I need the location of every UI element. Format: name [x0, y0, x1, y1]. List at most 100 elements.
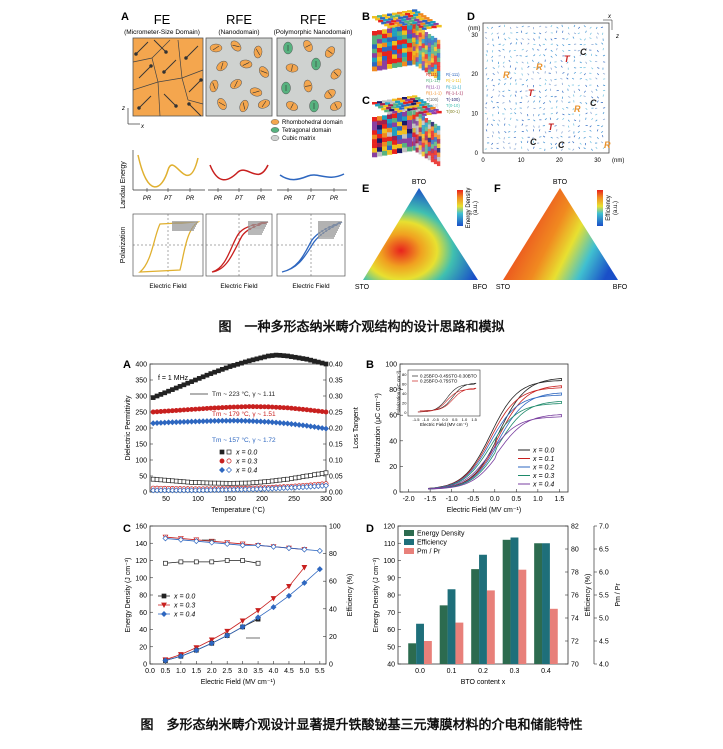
- data-point: [240, 558, 245, 563]
- voxel: [392, 24, 398, 28]
- polarization-vector: [601, 141, 604, 144]
- data-point: [204, 372, 210, 378]
- data-point: [273, 478, 279, 483]
- domain-arrow: [163, 93, 177, 107]
- voxel: [377, 125, 383, 130]
- voxel: [407, 142, 413, 147]
- voxel: [402, 52, 408, 58]
- voxel: [423, 110, 429, 114]
- voxel: [377, 39, 383, 44]
- voxel: [427, 124, 432, 130]
- polarization-vector: [573, 123, 575, 126]
- polarization-vector: [491, 79, 494, 82]
- data-point: [158, 477, 164, 483]
- voxel: [421, 138, 425, 144]
- polarization-vector: [498, 25, 501, 28]
- y-tick-label: 60: [139, 610, 147, 617]
- voxel: [421, 133, 425, 139]
- x-tick-label: 200: [256, 496, 268, 503]
- data-point: [300, 474, 306, 479]
- polarization-vector: [543, 54, 546, 57]
- domain-arrow: [218, 101, 226, 107]
- data-point: [231, 480, 237, 486]
- voxel: [392, 118, 398, 123]
- x-tick-label: -2.0: [403, 496, 415, 503]
- ternary-e-left: STO: [355, 284, 370, 291]
- voxel: [377, 43, 383, 49]
- polarization-vector: [562, 30, 564, 33]
- data-point: [323, 409, 329, 415]
- voxel: [419, 17, 425, 21]
- polarization-vector: [585, 61, 588, 64]
- polarization-vector: [498, 82, 500, 86]
- arrow-head: [149, 64, 153, 68]
- voxel: [413, 14, 419, 17]
- arrow-head: [134, 52, 138, 56]
- polarization-vector: [514, 107, 517, 111]
- voxel: [408, 100, 414, 104]
- polarization-vector: [577, 32, 580, 35]
- fig1-F-letter: F: [494, 183, 501, 195]
- voxel: [412, 50, 416, 56]
- x-tick-label: 0.5: [161, 668, 171, 675]
- data-point: [209, 559, 215, 565]
- data-point: [250, 357, 256, 363]
- y-axis-label: Polarization (μC cm⁻²): [375, 393, 382, 463]
- data-point: [161, 611, 167, 617]
- voxel: [433, 146, 438, 151]
- voxel: [417, 106, 423, 110]
- polarization-vector: [527, 65, 530, 68]
- voxel: [407, 34, 413, 39]
- data-point: [177, 479, 183, 484]
- y-tick-label: 0.25: [329, 410, 343, 417]
- bar: [510, 537, 519, 664]
- x-tick-label: 250: [288, 496, 300, 503]
- voxel: [384, 23, 390, 27]
- voxel: [392, 45, 398, 51]
- voxel: [397, 57, 403, 63]
- phase-label: C: [590, 98, 597, 108]
- voxel: [390, 15, 396, 18]
- domain-legend: Rhombohedral domain Tetragonal domain Cu…: [270, 119, 343, 142]
- voxel: [382, 51, 388, 57]
- polarization-vector: [555, 53, 557, 57]
- polarization-vector: [602, 89, 606, 92]
- voxel: [382, 133, 388, 138]
- polarization-vector: [497, 106, 499, 109]
- voxel: [430, 62, 435, 68]
- voxel: [418, 25, 424, 28]
- polarization-vector: [596, 100, 599, 103]
- polarization-vector: [521, 73, 523, 76]
- voxel: [418, 54, 422, 60]
- voxel: [372, 16, 378, 19]
- voxel: [424, 49, 429, 55]
- polarization-vector: [555, 71, 557, 74]
- data-point: [255, 608, 261, 614]
- voxel: [395, 14, 401, 18]
- voxel: [421, 65, 425, 71]
- data-point: [200, 374, 206, 380]
- data-point: [261, 418, 268, 425]
- y-tick-label: 120: [383, 524, 395, 531]
- voxel: [418, 32, 422, 38]
- y-tick-label: 80: [139, 593, 147, 600]
- polarization-vector: [567, 32, 570, 35]
- polarization-vector: [525, 95, 528, 97]
- polarization-vector: [527, 100, 530, 103]
- voxel: [412, 33, 416, 38]
- voxel: [372, 48, 378, 54]
- voxel: [433, 141, 438, 147]
- voxel: [412, 132, 416, 138]
- x-axis-label: Temperature (°C): [211, 506, 265, 514]
- voxel: [430, 71, 435, 77]
- x-tick-label: 0.3: [510, 668, 520, 675]
- polarization-vector: [509, 107, 513, 110]
- data-point: [165, 487, 172, 494]
- voxel: [392, 27, 398, 33]
- data-point: [227, 364, 233, 369]
- legend-entry: x = 0.4: [235, 468, 257, 475]
- voxel: [407, 96, 413, 99]
- data-point: [284, 420, 291, 427]
- chart-dielectric: A 50 100 150 200 250 300 0 50 100 150 200 250 300 350 4…: [123, 352, 360, 514]
- voxel: [392, 149, 398, 154]
